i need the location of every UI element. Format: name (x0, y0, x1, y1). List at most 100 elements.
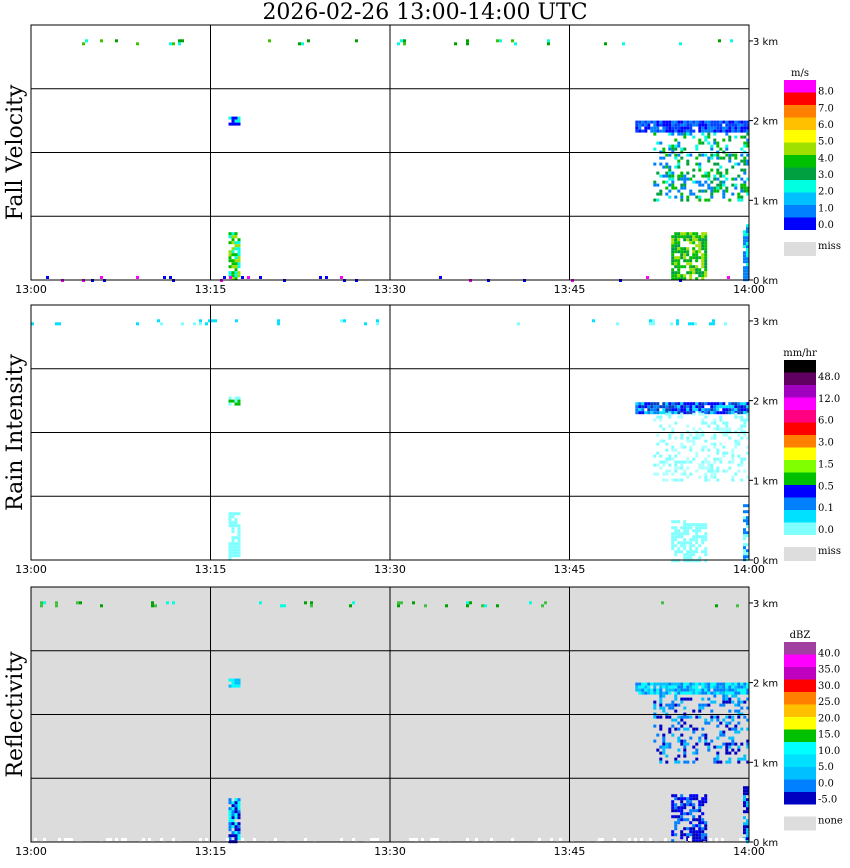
data-cell (737, 760, 741, 764)
data-cell (746, 126, 750, 130)
data-cell (274, 838, 277, 841)
data-cell (698, 238, 702, 242)
data-cell (746, 177, 750, 181)
data-cell (713, 688, 717, 692)
data-cell (234, 253, 238, 257)
data-cell (647, 685, 651, 689)
data-cell (695, 529, 699, 533)
data-cell (683, 277, 687, 281)
data-cell (724, 322, 727, 326)
data-cell (746, 825, 749, 829)
data-cell (707, 466, 711, 470)
data-cell (676, 322, 679, 326)
data-cell (683, 760, 687, 764)
data-cell (674, 454, 678, 458)
data-cell (686, 556, 690, 560)
data-cell (231, 804, 235, 808)
data-cell (674, 520, 678, 524)
data-cell (704, 232, 708, 236)
data-cell (641, 405, 645, 409)
data-cell (683, 259, 687, 263)
data-cell (725, 421, 729, 425)
data-cell (718, 39, 721, 43)
y-tick-label: 3 km (753, 317, 778, 328)
data-cell (680, 247, 684, 251)
data-cell (671, 457, 675, 461)
data-cell (686, 475, 690, 479)
data-cell (704, 800, 708, 804)
data-cell (707, 469, 711, 473)
data-cell (160, 322, 163, 326)
data-cell (613, 838, 616, 841)
data-cell (710, 421, 714, 425)
data-cell (653, 463, 657, 467)
data-cell (668, 123, 672, 127)
data-cell (707, 454, 711, 458)
data-cell (259, 276, 262, 279)
data-cell (710, 463, 714, 467)
data-cell (231, 831, 235, 835)
data-cell (665, 123, 669, 127)
data-cell (172, 601, 175, 605)
data-cell (234, 402, 238, 406)
data-cell (692, 238, 696, 242)
x-tick-label: 13:15 (195, 845, 227, 858)
data-cell (719, 682, 723, 686)
data-cell (638, 688, 642, 692)
data-cell (671, 253, 675, 257)
data-cell (725, 745, 729, 749)
data-cell (716, 129, 720, 133)
data-cell (743, 810, 746, 814)
data-cell (674, 469, 678, 473)
data-cell (403, 39, 406, 43)
data-cell (662, 463, 666, 467)
data-cell (662, 147, 666, 151)
data-cell (680, 809, 684, 813)
data-cell (668, 706, 672, 710)
data-cell (737, 126, 741, 130)
data-cell (743, 555, 746, 559)
data-cell (680, 408, 684, 412)
data-cell (713, 120, 717, 124)
data-cell (674, 247, 678, 251)
data-cell (70, 838, 73, 841)
data-cell (234, 816, 238, 820)
data-cell (692, 709, 696, 713)
data-cell (680, 718, 684, 722)
data-cell (731, 460, 735, 464)
legend-swatch (784, 422, 816, 435)
data-cell (692, 559, 696, 563)
data-cell (743, 685, 747, 689)
data-cell (668, 469, 672, 473)
data-cell (707, 135, 711, 139)
data-cell (679, 42, 682, 46)
data-cell (743, 531, 746, 535)
data-cell (716, 757, 720, 761)
data-cell (662, 460, 666, 464)
legend-label: 7.0 (818, 103, 834, 114)
data-cell (743, 405, 747, 409)
data-cell (674, 238, 678, 242)
data-cell (662, 129, 666, 133)
data-cell (710, 718, 714, 722)
data-cell (671, 535, 675, 539)
data-cell (659, 760, 663, 764)
data-cell (707, 463, 711, 467)
data-cell (671, 405, 675, 409)
data-cell (695, 120, 699, 124)
data-cell (695, 268, 699, 272)
data-cell (710, 709, 714, 713)
data-cell (719, 745, 723, 749)
x-tick-label: 13:45 (554, 845, 586, 858)
data-cell (743, 120, 747, 124)
data-cell (743, 804, 746, 808)
data-cell (701, 405, 705, 409)
data-cell (680, 433, 684, 437)
data-cell (719, 427, 723, 431)
data-region (228, 396, 241, 406)
data-cell (142, 838, 145, 841)
data-cell (743, 546, 746, 550)
data-cell (231, 119, 235, 123)
data-cell (689, 256, 693, 260)
data-cell (710, 195, 714, 199)
